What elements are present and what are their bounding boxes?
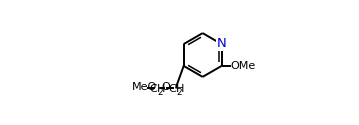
Text: MeO: MeO	[132, 82, 157, 92]
Text: $\mathsf{CH}$: $\mathsf{CH}$	[149, 82, 166, 94]
Text: OMe: OMe	[230, 61, 256, 71]
Text: 2: 2	[158, 88, 163, 97]
Text: N: N	[217, 37, 227, 50]
Text: $\mathsf{CH}$: $\mathsf{CH}$	[168, 82, 185, 94]
Text: 2: 2	[177, 88, 182, 97]
Text: O: O	[161, 82, 170, 92]
